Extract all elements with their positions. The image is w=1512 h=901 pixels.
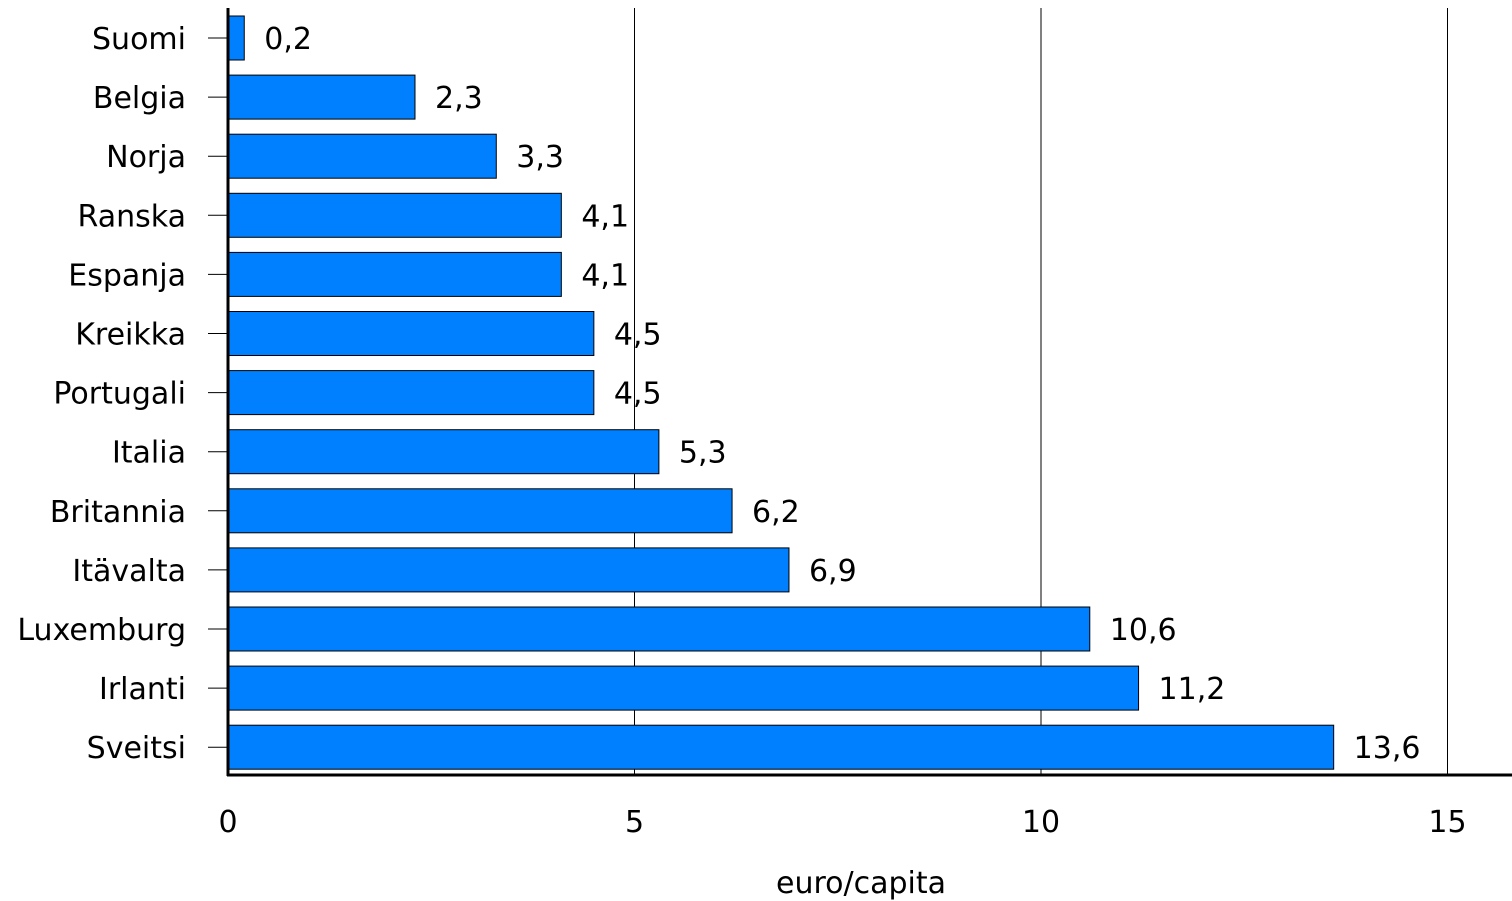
category-label: Luxemburg: [17, 613, 186, 648]
x-axis-title: euro/capita: [776, 866, 946, 901]
bar: [227, 429, 660, 475]
category-label: Belgia: [93, 81, 186, 116]
bars: [227, 15, 1335, 770]
category-labels: Suomi Belgia Norja Ranska Espanja Kreikka Port…: [17, 22, 186, 766]
bar: [227, 665, 1140, 711]
value-label: 6,2: [752, 495, 800, 530]
category-label: Italia: [112, 436, 186, 471]
value-label: 6,9: [809, 554, 857, 589]
value-label: 2,3: [435, 81, 483, 116]
value-label: 11,2: [1159, 672, 1226, 707]
bar: [227, 74, 416, 120]
bar: [227, 251, 562, 297]
bar: [227, 370, 595, 416]
category-label: Itävalta: [72, 554, 186, 589]
category-label: Kreikka: [75, 318, 186, 353]
value-label: 4,5: [614, 318, 662, 353]
bar: [227, 192, 562, 238]
value-label: 0,2: [264, 22, 312, 57]
bar: [227, 311, 595, 356]
bar: [227, 15, 245, 61]
value-label: 13,6: [1354, 731, 1421, 766]
bar: [227, 547, 790, 593]
gridlines: [634, 8, 1448, 775]
axes: [208, 8, 1512, 777]
value-label: 5,3: [679, 436, 727, 471]
category-label: Britannia: [50, 495, 186, 530]
bar: [227, 606, 1091, 652]
value-label: 3,3: [516, 140, 564, 175]
x-tick-label: 0: [218, 805, 237, 840]
bar: [227, 133, 497, 179]
x-tick-label: 15: [1428, 805, 1466, 840]
bar: [227, 488, 733, 534]
category-label: Sveitsi: [87, 731, 186, 766]
bar: [227, 724, 1335, 770]
x-tick-label: 5: [625, 805, 644, 840]
category-label: Norja: [106, 140, 186, 175]
x-tick-label: 10: [1022, 805, 1060, 840]
value-labels: 0,2 2,3 3,3 4,1 4,1 4,5 4,5 5,3 6,2 6,9 10,6 11,2 13…: [264, 22, 1420, 766]
category-label: Ranska: [78, 199, 186, 234]
value-label: 4,1: [581, 199, 629, 234]
value-label: 4,5: [614, 377, 662, 412]
value-label: 10,6: [1110, 613, 1177, 648]
category-label: Portugali: [53, 377, 186, 412]
category-label: Suomi: [92, 22, 186, 57]
value-label: 4,1: [581, 258, 629, 293]
category-label: Espanja: [68, 258, 186, 293]
x-tick-labels: 0 5 10 15: [218, 805, 1466, 840]
category-label: Irlanti: [99, 672, 186, 707]
